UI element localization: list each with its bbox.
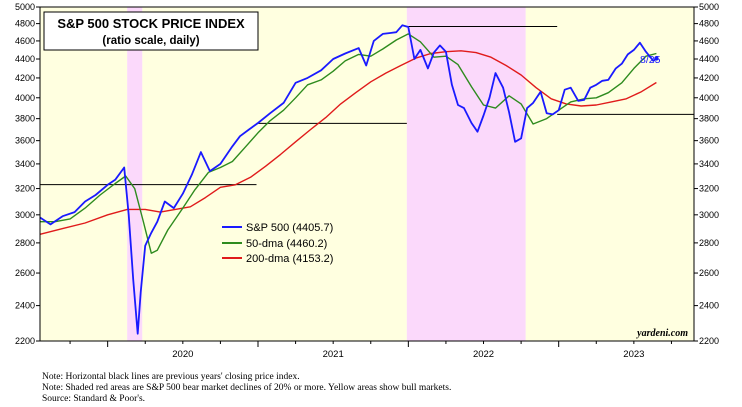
y-tick-label-left: 5000 — [15, 2, 35, 12]
legend-item-50dma: 50-dma (4460.2) — [222, 238, 327, 250]
y-tick-label-left: 2400 — [15, 301, 35, 311]
y-tick-label-left: 3600 — [15, 136, 35, 146]
series-layer — [39, 24, 659, 335]
y-tick-label-left: 3200 — [15, 184, 35, 194]
axes-layer: 2200 2200 2400 2400 2600 2600 2800 2800 3000 3000… — [15, 2, 719, 360]
bull-market-band — [142, 7, 407, 341]
ma200-line — [39, 50, 657, 235]
y-tick-label-right: 2400 — [699, 301, 719, 311]
legend-label-200dma: 200-dma (4153.2) — [246, 253, 333, 265]
y-tick-label-left: 4800 — [15, 19, 35, 29]
chart-title: S&P 500 STOCK PRICE INDEX — [57, 16, 245, 31]
y-tick-label-right: 2800 — [699, 238, 719, 248]
title-box: S&P 500 STOCK PRICE INDEX (ratio scale, … — [43, 11, 259, 51]
market-regime-shading — [40, 7, 694, 341]
x-tick-label: 2023 — [623, 349, 644, 360]
y-tick-label-left: 2200 — [15, 336, 35, 346]
latest-point-marker — [654, 56, 659, 61]
legend-label-sp500: S&P 500 (4405.7) — [246, 222, 333, 234]
watermark: yardeni.com — [636, 328, 688, 339]
y-tick-label-left: 2600 — [15, 268, 35, 278]
legend-label-50dma: 50-dma (4460.2) — [246, 238, 327, 250]
y-tick-label-left: 4600 — [15, 36, 35, 46]
y-tick-label-left: 3800 — [15, 114, 35, 124]
x-tick-label: 2021 — [323, 349, 344, 360]
footnote-black-lines: Note: Horizontal black lines are previou… — [42, 372, 300, 382]
footnotes: Note: Horizontal black lines are previou… — [42, 372, 451, 405]
y-tick-label-right: 2200 — [699, 336, 719, 346]
y-tick-label-right: 3000 — [699, 210, 719, 220]
sp500-line — [39, 24, 657, 335]
bull-market-band — [525, 7, 694, 341]
y-tick-label-left: 4000 — [15, 93, 35, 103]
y-tick-label-right: 4600 — [699, 36, 719, 46]
legend: S&P 500 (4405.7) 50-dma (4460.2) 200-dma… — [222, 222, 333, 265]
sp500-chart: 2200 2200 2400 2400 2600 2600 2800 2800 3000 3000… — [15, 2, 719, 360]
legend-item-200dma: 200-dma (4153.2) — [222, 253, 333, 265]
y-tick-label-right: 4400 — [699, 54, 719, 64]
chart-subtitle: (ratio scale, daily) — [102, 35, 199, 47]
previous-year-close-lines — [40, 25, 694, 186]
x-tick-label: 2022 — [473, 349, 494, 360]
y-tick-label-right: 3800 — [699, 114, 719, 124]
footnote-source: Source: Standard & Poor's. — [42, 394, 146, 404]
y-tick-label-right: 3600 — [699, 136, 719, 146]
footnote-shading: Note: Shaded red areas are S&P 500 bear … — [42, 383, 452, 393]
legend-item-sp500: S&P 500 (4405.7) — [222, 222, 333, 234]
y-tick-label-right: 2600 — [699, 268, 719, 278]
plot-frame — [39, 6, 695, 342]
bear-market-band — [406, 7, 526, 341]
latest-date-label: 8/25 — [640, 54, 661, 66]
y-tick-label-left: 4200 — [15, 73, 35, 83]
y-tick-label-left: 2800 — [15, 238, 35, 248]
y-tick-label-left: 3000 — [15, 210, 35, 220]
bull-market-band — [40, 7, 128, 341]
y-tick-label-right: 5000 — [699, 2, 719, 12]
y-tick-label-right: 4000 — [699, 93, 719, 103]
y-tick-label-left: 4400 — [15, 54, 35, 64]
y-tick-label-right: 3400 — [699, 159, 719, 169]
x-tick-label: 2020 — [172, 349, 193, 360]
y-tick-label-right: 4800 — [699, 19, 719, 29]
y-tick-label-right: 3200 — [699, 184, 719, 194]
y-tick-label-left: 3400 — [15, 159, 35, 169]
y-tick-label-right: 4200 — [699, 73, 719, 83]
